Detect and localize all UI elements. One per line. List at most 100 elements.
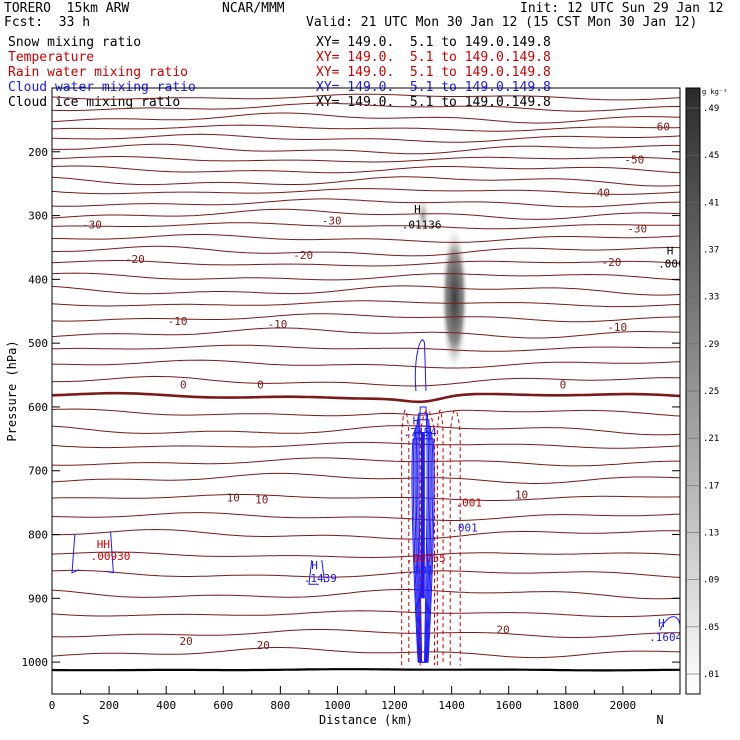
temperature-contour xyxy=(52,647,680,659)
temperature-contour xyxy=(52,300,680,308)
temperature-contour xyxy=(52,589,680,600)
colorbar-label: .09 xyxy=(703,576,719,586)
temperature-contour-label: -30 xyxy=(82,219,102,232)
temperature-contour xyxy=(52,188,680,195)
temperature-contour xyxy=(52,569,680,578)
x-tick-label: 400 xyxy=(156,699,176,712)
field-xy-range: XY= 149.0. 5.1 to 149.0.149.8 xyxy=(316,65,551,80)
temperature-contour-label: 0 xyxy=(257,379,264,392)
temperature-contour-label: -50 xyxy=(624,153,644,166)
south-label: S xyxy=(82,713,89,727)
temperature-contour xyxy=(52,551,680,559)
extremum-label: .1604 xyxy=(649,631,682,644)
temperature-contour-label: -10 xyxy=(607,321,627,334)
x-tick-label: 800 xyxy=(270,699,290,712)
terrain-line xyxy=(52,668,680,672)
extremum-label: H xyxy=(667,245,674,258)
colorbar-label: .17 xyxy=(703,481,719,491)
y-tick-label: 500 xyxy=(28,337,48,350)
extremum-label: .001 xyxy=(451,522,478,535)
colorbar-label: .37 xyxy=(703,246,719,256)
y-axis-label: Pressure (hPa) xyxy=(5,340,19,441)
temperature-contour xyxy=(52,234,680,243)
field-xy-range: XY= 149.0. 5.1 to 149.0.149.8 xyxy=(316,50,551,65)
temperature-contour xyxy=(52,133,680,143)
y-tick-label: 800 xyxy=(28,529,48,542)
temperature-contour xyxy=(52,245,680,257)
rain-mixing-ratio-contour xyxy=(449,409,461,666)
temperature-contour xyxy=(52,176,680,187)
x-tick-label: 1200 xyxy=(381,699,408,712)
temperature-contour xyxy=(52,198,680,208)
y-tick-label: 600 xyxy=(28,401,48,414)
x-tick-label: 1400 xyxy=(438,699,465,712)
temperature-contour-label: -20 xyxy=(602,256,622,269)
y-tick-label: 200 xyxy=(28,146,48,159)
temperature-contour xyxy=(52,260,680,267)
x-tick-label: 1000 xyxy=(324,699,351,712)
temperature-contour xyxy=(52,208,680,220)
temperature-contour-label: 10 xyxy=(255,493,268,506)
temperature-contour xyxy=(52,272,680,281)
extremum-label: H xyxy=(311,559,318,572)
temperature-contour xyxy=(52,165,680,174)
x-tick-label: 1800 xyxy=(553,699,580,712)
extremum-label: HH xyxy=(97,538,110,551)
extremum-label: .000 xyxy=(658,257,685,270)
y-tick-label: 400 xyxy=(28,273,48,286)
temperature-contour-label: 20 xyxy=(496,624,509,637)
extremum-label: .00930 xyxy=(91,550,131,563)
extremum-label: .1439 xyxy=(304,572,337,585)
x-tick-label: 600 xyxy=(213,699,233,712)
colorbar-label: .01 xyxy=(703,670,719,680)
forecast-hour: Fcst: 33 h xyxy=(4,15,91,30)
colorbar-unit: g kg⁻¹ xyxy=(702,88,727,96)
cloud-water-contour xyxy=(71,531,114,574)
temperature-contour xyxy=(52,313,680,323)
y-tick-label: 300 xyxy=(28,210,48,223)
cloud-water-contour xyxy=(308,559,326,585)
temperature-contour xyxy=(52,408,680,417)
temperature-contour xyxy=(52,124,680,132)
colorbar-label: .41 xyxy=(703,198,719,208)
cloud-water-contour xyxy=(414,339,427,392)
colorbar-label: .33 xyxy=(703,293,719,303)
field-name: Cloud ice mixing ratio xyxy=(8,95,181,110)
colorbar-label: .49 xyxy=(703,104,719,114)
colorbar-label: .45 xyxy=(703,151,719,161)
colorbar-label: .05 xyxy=(703,623,719,633)
extremum-label: H xyxy=(658,617,665,630)
temperature-contour xyxy=(52,512,680,521)
temperature-contour xyxy=(52,359,680,369)
temperature-contour xyxy=(52,344,680,352)
model-name: TORERO 15km ARW xyxy=(4,1,130,16)
y-tick-label: 900 xyxy=(28,592,48,605)
temperature-contour xyxy=(52,143,680,155)
north-label: N xyxy=(656,713,663,727)
colorbar-label: .25 xyxy=(703,387,719,397)
rain-mixing-ratio-contour xyxy=(419,409,436,666)
temperature-contour xyxy=(52,102,680,112)
temperature-contour xyxy=(52,285,680,296)
temperature-contour-label: -60 xyxy=(650,120,670,133)
temperature-contour xyxy=(52,472,680,484)
temperature-contour-label: -20 xyxy=(293,249,313,262)
x-tick-label: 200 xyxy=(99,699,119,712)
temperature-contour xyxy=(52,156,680,163)
field-name: Temperature xyxy=(8,50,95,65)
temperature-contour-label: -40 xyxy=(590,187,610,200)
temperature-contour xyxy=(52,629,680,638)
temperature-contour xyxy=(52,610,680,618)
rain-mixing-ratio-contour xyxy=(436,409,444,666)
extremum-label: .01136 xyxy=(402,219,442,232)
colorbar-label: .21 xyxy=(703,434,719,444)
field-name: Rain water mixing ratio xyxy=(8,65,189,80)
init-time: Init: 12 UTC Sun 29 Jan 12 xyxy=(520,1,724,16)
temperature-contour-label: 20 xyxy=(180,635,193,648)
temperature-contour xyxy=(52,222,680,230)
y-tick-label: 700 xyxy=(28,465,48,478)
field-xy-range: XY= 149.0. 5.1 to 149.0.149.8 xyxy=(316,35,551,50)
center-name: NCAR/MMM xyxy=(222,1,285,16)
extremum-label: .001 xyxy=(456,497,483,510)
temperature-contour xyxy=(52,425,680,436)
